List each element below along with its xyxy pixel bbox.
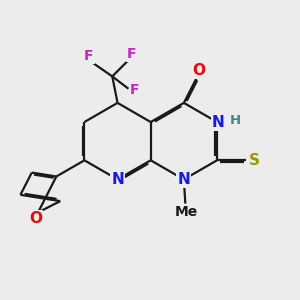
Text: N: N: [178, 172, 190, 187]
Text: N: N: [212, 115, 225, 130]
Text: S: S: [249, 153, 260, 168]
Text: Me: Me: [175, 205, 198, 219]
Text: F: F: [130, 83, 140, 97]
Text: N: N: [111, 172, 124, 187]
Text: F: F: [127, 47, 136, 61]
Text: H: H: [230, 114, 241, 127]
Text: O: O: [192, 63, 205, 78]
Text: F: F: [84, 49, 94, 63]
Text: O: O: [29, 212, 42, 226]
